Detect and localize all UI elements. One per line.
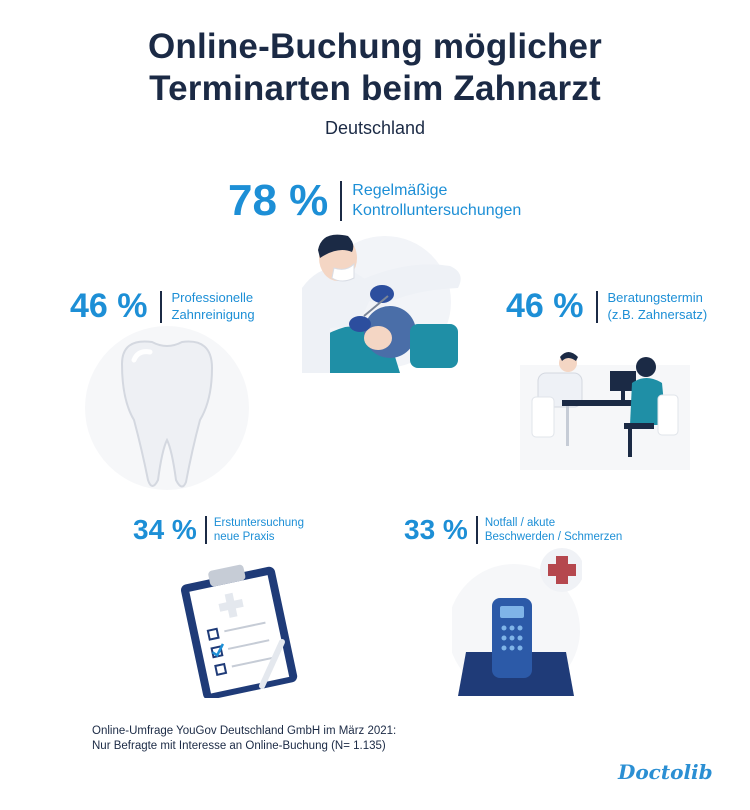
stat-first-examination: 34 % Erstuntersuchung neue Praxis <box>133 514 304 546</box>
source-footnote: Online-Umfrage YouGov Deutschland GmbH i… <box>92 725 397 752</box>
stat-label: Professionelle Zahnreinigung <box>171 290 255 322</box>
stat-professional-cleaning: 46 % Professionelle Zahnreinigung <box>70 287 255 326</box>
stat-divider <box>475 516 478 544</box>
page-title: Online-Buchung möglicher Terminarten bei… <box>0 26 750 110</box>
tooth-icon <box>85 326 249 490</box>
stat-divider <box>340 181 343 221</box>
clipboard-checklist-icon <box>180 564 298 698</box>
stat-emergency: 33 % Notfall / akute Beschwerden / Schme… <box>404 514 622 546</box>
consultation-desk-icon <box>520 352 690 470</box>
stat-value: 34 % <box>133 514 197 545</box>
stat-label: Regelmäßige Kontrolluntersuchungen <box>352 182 522 219</box>
stat-value: 46 % <box>506 287 584 325</box>
stat-label: Notfall / akute Beschwerden / Schmerzen <box>484 516 623 543</box>
stat-value: 46 % <box>70 287 148 325</box>
title-line-1: Online-Buchung möglicher <box>148 27 602 66</box>
stat-value: 33 % <box>404 514 468 545</box>
emergency-phone-icon <box>452 548 582 696</box>
stat-value: 78 % <box>228 176 329 225</box>
doctolib-logo: Doctolib <box>618 760 713 784</box>
stat-divider <box>595 290 598 323</box>
page-subtitle: Deutschland <box>324 118 426 138</box>
stat-label: Erstuntersuchung neue Praxis <box>213 516 304 543</box>
stat-regular-checkups: 78 % Regelmäßige Kontrolluntersuchungen <box>228 176 521 226</box>
title-line-2: Terminarten beim Zahnarzt <box>149 69 601 108</box>
stat-label: Beratungstermin (z.B. Zahnersatz) <box>607 290 708 322</box>
stat-divider <box>204 516 207 544</box>
dentist-with-patient-icon <box>302 234 461 373</box>
stat-divider <box>159 290 162 323</box>
stat-consultation: 46 % Beratungstermin (z.B. Zahnersatz) <box>506 287 707 326</box>
